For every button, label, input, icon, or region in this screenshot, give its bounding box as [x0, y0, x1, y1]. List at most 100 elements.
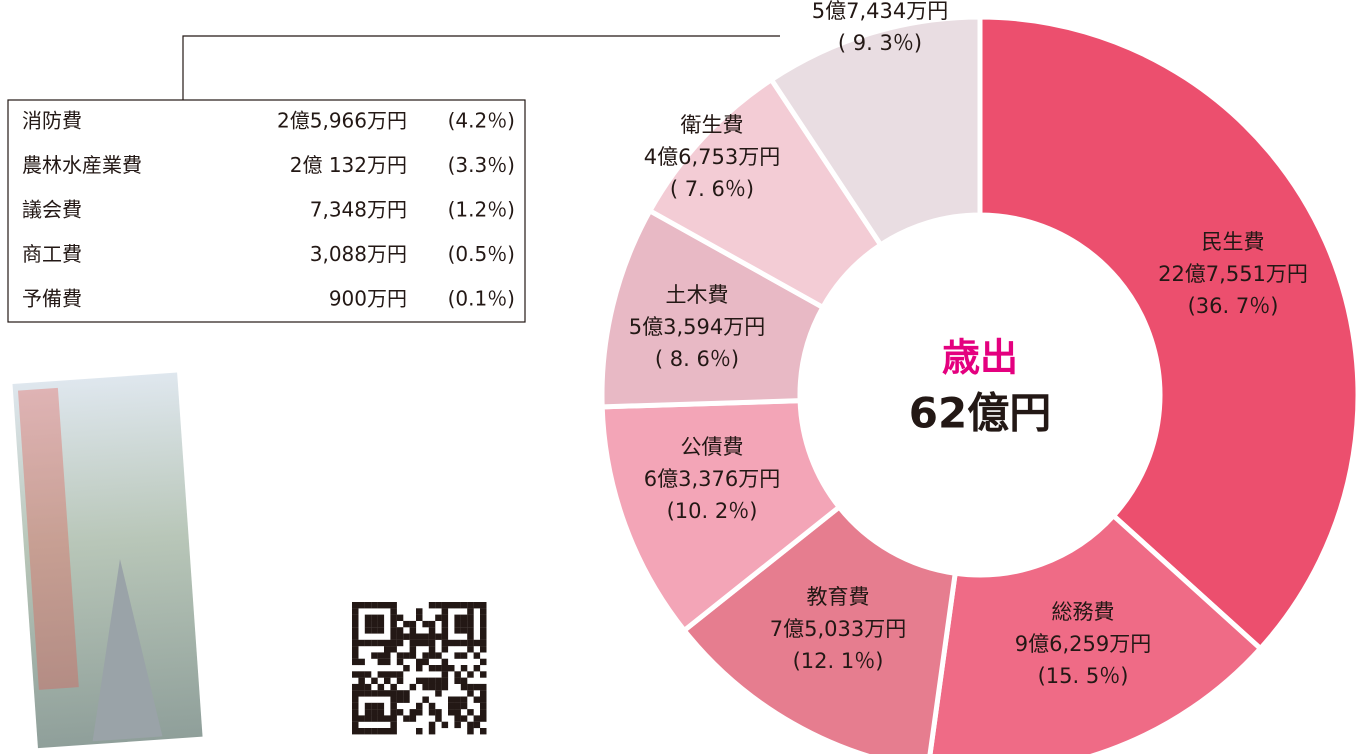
- row-label: 議会費: [22, 198, 82, 222]
- row-label: 消防費: [22, 109, 82, 133]
- qr-module: [410, 715, 417, 721]
- qr-module: [467, 621, 474, 627]
- qr-module: [365, 615, 372, 621]
- qr-module: [390, 608, 397, 614]
- qr-module: [422, 678, 429, 684]
- row-label: 商工費: [22, 242, 82, 266]
- qr-module: [442, 634, 449, 640]
- slice-amount: 6億3,376万円: [644, 467, 780, 491]
- qr-module: [422, 621, 429, 627]
- qr-module: [403, 621, 410, 627]
- qr-module: [365, 728, 372, 734]
- qr-module: [352, 690, 359, 696]
- qr-module: [378, 690, 385, 696]
- qr-module: [442, 684, 449, 690]
- qr-module: [429, 709, 436, 715]
- qr-module: [416, 703, 423, 709]
- qr-module: [480, 627, 487, 633]
- row-label: 予備費: [22, 287, 82, 311]
- qr-module: [454, 678, 461, 684]
- qr-module: [454, 652, 461, 658]
- slice-percent: (12. 1％): [793, 649, 884, 673]
- qr-module: [403, 715, 410, 721]
- qr-module: [454, 640, 461, 646]
- qr-module: [474, 715, 481, 721]
- qr-module: [378, 621, 385, 627]
- qr-module: [390, 621, 397, 627]
- qr-module: [480, 684, 487, 690]
- qr-module: [474, 722, 481, 728]
- qr-module: [390, 722, 397, 728]
- qr-module: [429, 703, 436, 709]
- brochure-cover: [12, 373, 202, 749]
- qr-module: [429, 640, 436, 646]
- qr-module: [378, 703, 385, 709]
- qr-module: [397, 709, 404, 715]
- qr-module: [416, 608, 423, 614]
- qr-module: [442, 678, 449, 684]
- qr-module: [416, 665, 423, 671]
- qr-module: [378, 709, 385, 715]
- slice-name: 土木費: [666, 283, 729, 307]
- qr-module: [365, 627, 372, 633]
- qr-module: [480, 608, 487, 614]
- qr-module: [422, 697, 429, 703]
- qr-module: [416, 640, 423, 646]
- qr-module: [365, 709, 372, 715]
- qr-module: [467, 627, 474, 633]
- qr-module: [467, 722, 474, 728]
- row-percent: (3.3％): [448, 153, 515, 177]
- qr-module: [435, 602, 442, 608]
- qr-module: [442, 627, 449, 633]
- qr-module: [442, 665, 449, 671]
- page: {"chart_data": {"type": "donut", "center…: [0, 0, 1362, 754]
- qr-module: [352, 646, 359, 652]
- qr-module: [352, 652, 359, 658]
- qr-module: [352, 608, 359, 614]
- qr-module: [454, 621, 461, 627]
- slice-amount: 5億3,594万円: [629, 315, 765, 339]
- row-label: 農林水産業費: [22, 153, 142, 177]
- qr-module: [410, 684, 417, 690]
- qr-module: [397, 678, 404, 684]
- qr-module: [410, 634, 417, 640]
- qr-module: [442, 615, 449, 621]
- qr-module: [352, 715, 359, 721]
- row-amount: 7,348万円: [310, 198, 407, 222]
- qr-module: [371, 690, 378, 696]
- qr-module: [358, 690, 365, 696]
- qr-module: [448, 665, 455, 671]
- qr-module: [416, 615, 423, 621]
- qr-module: [358, 715, 365, 721]
- slice-amount: 5億7,434万円: [812, 0, 948, 23]
- qr-module: [442, 608, 449, 614]
- qr-module: [429, 665, 436, 671]
- qr-module: [365, 602, 372, 608]
- qr-module: [352, 728, 359, 734]
- qr-module: [378, 684, 385, 690]
- qr-module: [352, 703, 359, 709]
- qr-module: [467, 646, 474, 652]
- qr-module: [365, 715, 372, 721]
- qr-module: [474, 602, 481, 608]
- qr-module: [467, 640, 474, 646]
- qr-module: [435, 715, 442, 721]
- qr-module: [365, 621, 372, 627]
- qr-module: [474, 640, 481, 646]
- qr-module: [384, 602, 391, 608]
- qr-module: [352, 684, 359, 690]
- qr-module: [352, 602, 359, 608]
- qr-module: [358, 640, 365, 646]
- qr-module: [403, 652, 410, 658]
- qr-module: [422, 684, 429, 690]
- slice-percent: ( 9. 3％): [838, 31, 922, 55]
- row-amount: 2億5,966万円: [277, 109, 407, 133]
- row-percent: (0.1％): [448, 287, 515, 311]
- qr-module: [397, 652, 404, 658]
- qr-module: [454, 615, 461, 621]
- qr-module: [429, 728, 436, 734]
- qr-module: [454, 602, 461, 608]
- qr-module: [365, 703, 372, 709]
- qr-module: [416, 728, 423, 734]
- qr-module: [352, 697, 359, 703]
